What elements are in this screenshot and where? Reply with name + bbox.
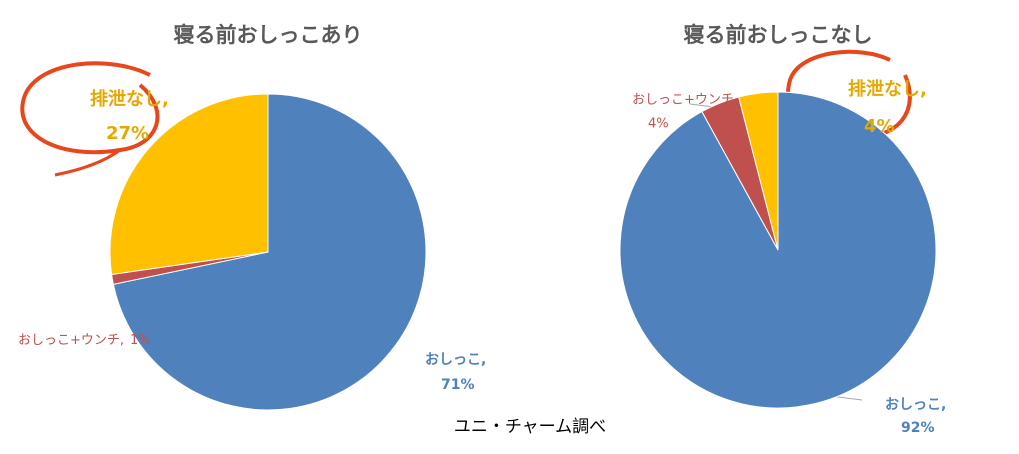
category-label: おしっこ, xyxy=(425,352,486,368)
value-label: 71% xyxy=(441,377,475,393)
slice-label: おしっこ+ウンチ, 1% xyxy=(18,333,151,348)
chart-title: 寝る前おしっこあり xyxy=(174,23,363,47)
value-label: 4% xyxy=(648,117,669,132)
pie-slice xyxy=(112,93,427,411)
pie-slice xyxy=(109,93,269,276)
pie-slice xyxy=(738,91,779,251)
category-label: おしっこ, xyxy=(885,397,946,413)
value-label: 1% xyxy=(130,333,151,348)
highlight-swirl xyxy=(20,61,160,155)
source-note: ユニ・チャーム調べ xyxy=(454,417,606,437)
chart-title: 寝る前おしっこなし xyxy=(684,23,873,47)
category-label: 排泄なし, xyxy=(848,78,927,100)
highlight-swirl xyxy=(54,148,121,177)
category-label: 排泄なし, xyxy=(90,88,169,110)
value-label: 92% xyxy=(901,420,935,436)
category-label: おしっこ+ウンチ, xyxy=(18,333,124,348)
value-label: 27% xyxy=(106,123,149,144)
value-label: 4% xyxy=(864,116,895,137)
category-label: おしっこ+ウンチ, xyxy=(632,93,738,108)
